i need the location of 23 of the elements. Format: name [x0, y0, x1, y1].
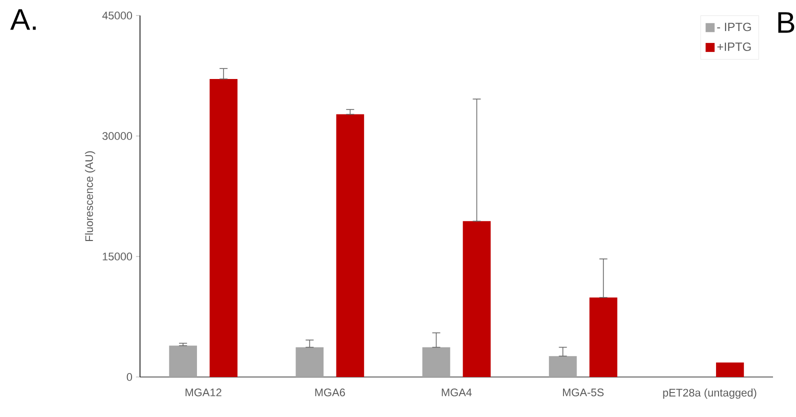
bar — [296, 347, 324, 377]
bar — [210, 78, 238, 377]
legend-label: - IPTG — [717, 22, 751, 32]
y-tick-label: 30000 — [102, 132, 132, 140]
bar — [462, 221, 491, 377]
text: A. — [10, 9, 36, 30]
legend-label: +IPTG — [717, 42, 751, 51]
x-tick-label: MGA12 — [186, 388, 222, 396]
y-axis-title: Fluorescence (AU) — [84, 151, 96, 242]
x-tick-label: pET28a (untagged) — [663, 388, 756, 399]
x-tick-label: MGA4 — [442, 388, 472, 396]
y-tick-label: 0 — [126, 373, 132, 381]
y-tick-label: 45000 — [102, 12, 132, 20]
text: B — [778, 12, 794, 33]
y-tick-label: 15000 — [102, 252, 132, 260]
bar — [548, 356, 577, 377]
x-tick-label: MGA-5S — [563, 388, 604, 396]
bar — [589, 297, 618, 377]
bar — [169, 346, 197, 377]
x-tick-label: MGA6 — [315, 388, 345, 396]
bar — [422, 347, 450, 377]
bar — [336, 114, 364, 377]
bar — [716, 362, 744, 377]
